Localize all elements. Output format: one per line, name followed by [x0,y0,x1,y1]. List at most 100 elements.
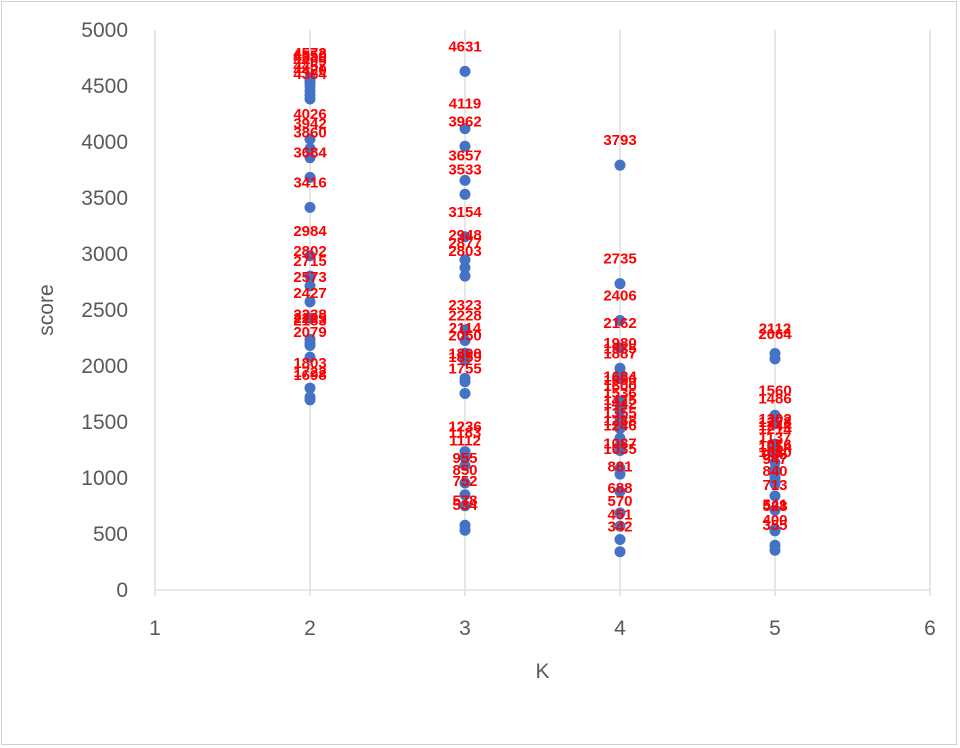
data-point [304,152,316,164]
data-label: 451 [607,506,632,523]
data-label: 400 [762,512,787,529]
y-tick-label: 5000 [81,19,128,42]
data-point [459,324,471,336]
data-point [614,468,626,480]
data-label: 2323 [448,297,481,314]
data-label: 1890 [448,345,481,362]
data-point [614,533,626,545]
data-label: 1560 [758,382,791,399]
data-point [459,500,471,512]
x-tick-label: 1 [149,617,161,640]
data-point [459,334,471,346]
y-tick-label: 3500 [81,187,128,210]
data-label: 1278 [758,414,791,431]
data-label: 881 [607,458,632,475]
data-point [459,188,471,200]
data-label: 1244 [758,418,792,435]
data-label: 2162 [603,315,636,332]
data-label: 1887 [603,346,636,363]
data-label: 3962 [448,113,481,130]
data-label: 4572 [293,45,326,62]
data-point [459,65,471,77]
data-label: 1214 [758,421,792,438]
data-point [459,489,471,501]
data-label: 4420 [293,62,326,79]
data-label: 2406 [603,288,636,305]
data-label: 2877 [448,235,481,252]
data-point [459,459,471,471]
data-label: 1246 [603,417,636,434]
data-point [769,490,781,502]
y-tick-label: 4000 [81,131,128,154]
data-label: 4026 [293,106,326,123]
data-label: 3793 [603,132,636,149]
data-point [769,353,781,365]
data-label: 1137 [759,430,792,447]
data-point [304,133,316,145]
data-label: 4457 [293,58,326,75]
data-point [614,520,626,532]
data-label: 2948 [448,227,481,244]
data-label: 1087 [603,435,636,452]
x-tick-label: 2 [304,617,316,640]
data-label: 688 [607,480,632,497]
data-label: 1698 [293,367,326,384]
data-point [614,422,626,434]
data-point [769,504,781,516]
data-label: 1859 [448,349,481,366]
data-label: 2228 [448,307,481,324]
data-point [459,140,471,152]
data-label: 2112 [759,320,792,337]
data-label: 840 [762,463,787,480]
data-label: 1442 [603,395,636,412]
data-point [304,142,316,154]
data-label: 1355 [603,405,636,422]
data-label: 1054 [758,439,792,456]
data-point [769,544,781,556]
data-label: 1650 [603,372,636,389]
data-point [614,373,626,385]
y-axis-title: score [35,284,58,335]
data-label: 752 [452,473,477,490]
data-point [304,93,316,105]
data-label: 1722 [293,364,326,381]
data-label: 2205 [293,310,326,327]
x-tick-label: 3 [459,617,471,640]
data-point [304,280,316,292]
data-point [614,485,626,497]
data-label: 985 [762,447,787,464]
data-label: 528 [762,498,787,515]
data-point [304,250,316,262]
data-point [304,201,316,213]
data-label: 1600 [603,378,636,395]
x-axis-title: K [535,660,549,683]
data-label: 570 [607,493,632,510]
data-point [769,525,781,537]
data-label: 2238 [293,306,326,323]
data-point [614,507,626,519]
y-tick-label: 1000 [81,467,128,490]
data-point [614,546,626,558]
data-label: 947 [762,451,787,468]
y-tick-label: 1500 [81,411,128,434]
data-label: 2803 [448,243,481,260]
data-label: 578 [452,492,477,509]
data-point [459,477,471,489]
data-label: 3942 [293,115,326,132]
data-point [304,382,316,394]
data-label: 2427 [293,285,326,302]
data-label: 1803 [293,355,326,372]
data-point [304,394,316,406]
x-axis-ticks: 1 2 3 4 5 6 [149,617,936,640]
y-tick-label: 4500 [81,75,128,98]
data-label: 1288 [603,413,636,430]
data-label: 4384 [293,66,327,83]
data-point [459,452,471,464]
data-label: 3860 [293,125,326,142]
data-label: 1935 [603,340,636,357]
data-label: 1755 [448,360,481,377]
data-label: 3154 [448,204,482,221]
